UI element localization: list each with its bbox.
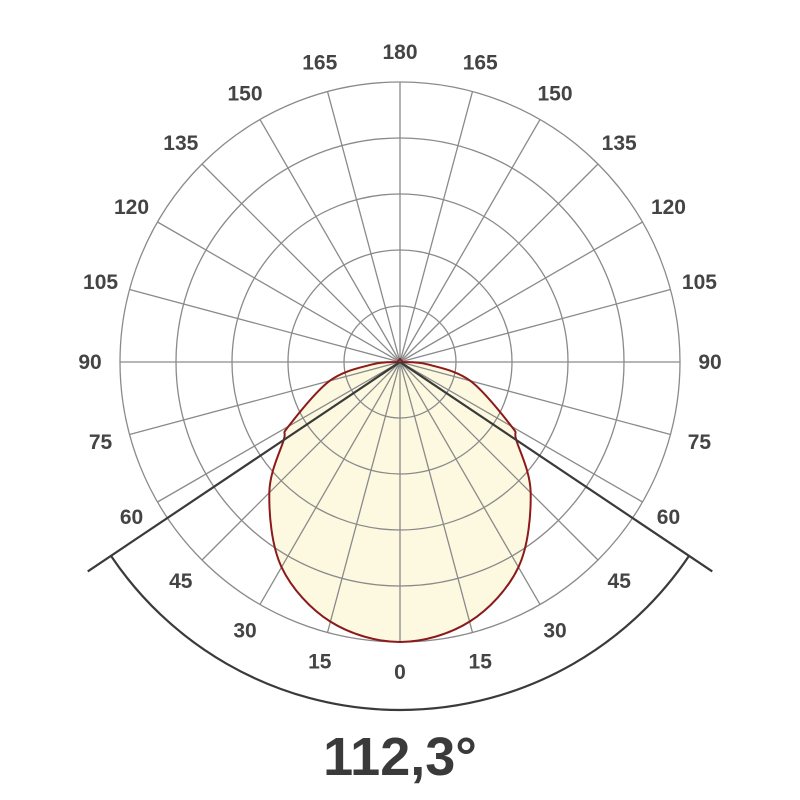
angle-tick-label: 135 xyxy=(163,132,198,155)
grid-spoke xyxy=(399,361,541,605)
beam-edge-line xyxy=(87,361,401,573)
grid-spoke xyxy=(129,361,401,436)
angle-tick-label: 135 xyxy=(602,132,637,155)
grid-spoke xyxy=(399,361,599,561)
angle-tick-label: 60 xyxy=(657,506,680,529)
grid-spoke xyxy=(399,288,671,363)
grid-spoke xyxy=(399,221,643,363)
grid-spoke xyxy=(399,361,643,503)
angle-tick-label: 15 xyxy=(469,650,493,673)
beam-angle-indicator xyxy=(87,361,713,712)
angle-tick-label: 45 xyxy=(169,570,193,593)
grid-spoke xyxy=(259,119,401,363)
grid-spoke xyxy=(399,361,671,436)
angle-tick-label: 180 xyxy=(382,41,417,64)
grid-spoke xyxy=(399,163,599,363)
grid-spoke xyxy=(201,361,401,561)
intensity-curve-layer xyxy=(268,357,532,644)
grid-spoke xyxy=(399,91,474,363)
angle-tick-label: 45 xyxy=(608,570,632,593)
grid-spoke xyxy=(259,361,401,605)
beam-edge-line xyxy=(399,361,713,573)
angle-tick-label: 75 xyxy=(688,431,712,454)
grid-spoke xyxy=(399,119,541,363)
polar-grid xyxy=(119,81,681,643)
grid-spoke xyxy=(129,288,401,363)
grid-spoke xyxy=(201,163,401,363)
angle-tick-label: 105 xyxy=(83,271,118,294)
angle-tick-label: 120 xyxy=(114,196,149,219)
angle-tick-label: 150 xyxy=(537,83,572,106)
grid-spoke xyxy=(399,361,474,633)
angle-tick-label: 165 xyxy=(302,52,337,75)
angle-tick-label: 165 xyxy=(463,52,498,75)
grid-spoke xyxy=(326,361,401,633)
beam-arc xyxy=(110,555,690,712)
angle-tick-label: 0 xyxy=(394,661,406,684)
angle-tick-label: 150 xyxy=(227,83,262,106)
grid-spoke xyxy=(157,361,401,503)
angle-tick-label: 30 xyxy=(543,619,566,642)
angle-tick-label: 90 xyxy=(78,351,101,374)
angle-tick-label: 60 xyxy=(120,506,143,529)
grid-spoke xyxy=(157,221,401,363)
angle-labels: 0 15 15 30 30 45 45 60 60 75 75 90 90 105 105 120 120 135… xyxy=(78,41,721,684)
beam-angle-label: 112,3° xyxy=(323,727,477,787)
intensity-curve xyxy=(268,357,532,644)
angle-tick-label: 15 xyxy=(308,650,332,673)
angle-tick-label: 105 xyxy=(682,271,717,294)
angle-tick-label: 75 xyxy=(89,431,113,454)
angle-tick-label: 30 xyxy=(233,619,256,642)
angle-tick-label: 120 xyxy=(651,196,686,219)
angle-tick-label: 90 xyxy=(698,351,721,374)
grid-spoke xyxy=(326,91,401,363)
